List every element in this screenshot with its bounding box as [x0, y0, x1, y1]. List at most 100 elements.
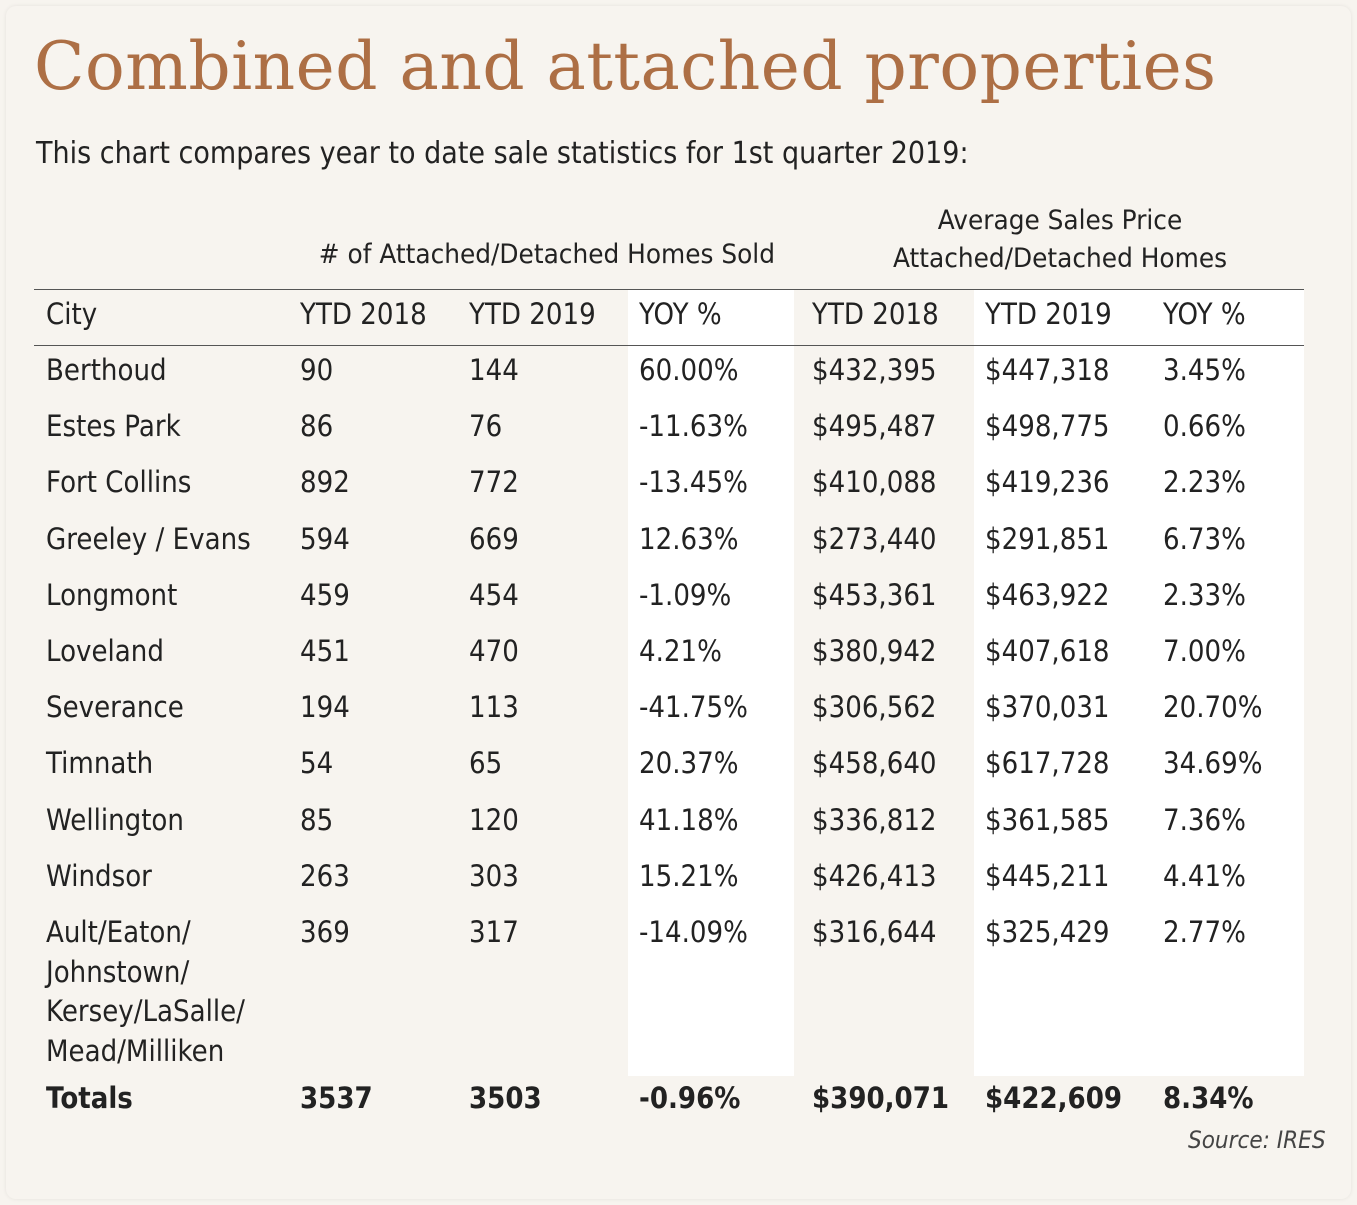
city-cell: Windsor	[46, 858, 152, 893]
table-cell: -11.63%	[639, 409, 748, 444]
table-cell: 4.41%	[1163, 858, 1246, 893]
group-header-average-price: Average Sales Price Attached/Detached Ho…	[858, 202, 1263, 278]
column-header: YTD 2018	[300, 297, 427, 331]
table-cell: $336,812	[812, 802, 937, 837]
source-note: Source: IRES	[1188, 1126, 1326, 1154]
group-header-homes-sold: # of Attached/Detached Homes Sold	[318, 239, 775, 270]
city-cell: Johnstown/	[46, 954, 190, 989]
table-cell: $273,440	[812, 521, 937, 556]
table-cell: 76	[469, 409, 503, 444]
table-cell: 41.18%	[639, 802, 739, 837]
table-cell: $316,644	[812, 915, 937, 949]
group-header-average-price-line1: Average Sales Price	[937, 205, 1183, 236]
table-cell: 20.37%	[639, 746, 739, 781]
city-cell: Loveland	[46, 634, 164, 668]
table-cell: 90	[300, 353, 334, 387]
table-cell: 15.21%	[639, 858, 739, 893]
table-cell: 20.70%	[1163, 690, 1263, 725]
group-header-average-price-line2: Attached/Detached Homes	[892, 243, 1228, 274]
table-cell: 459	[300, 577, 350, 612]
totals-cell: 3503	[469, 1081, 542, 1115]
table-cell: 3.45%	[1163, 353, 1246, 387]
totals-cell: 8.34%	[1163, 1081, 1254, 1115]
chart-subtitle: This chart compares year to date sale st…	[36, 136, 969, 171]
table-cell: 594	[300, 521, 350, 556]
table-cell: 669	[469, 521, 519, 556]
city-cell: Ault/Eaton/	[46, 915, 191, 949]
column-header: YTD 2019	[469, 297, 596, 331]
chart-title: Combined and attached properties	[34, 28, 1217, 105]
city-cell: Severance	[46, 690, 184, 725]
header-top-rule	[34, 289, 1304, 290]
table-cell: 263	[300, 858, 350, 893]
column-header: YOY %	[1163, 297, 1246, 331]
table-cell: 470	[469, 634, 519, 668]
table-cell: $407,618	[985, 634, 1110, 668]
table-cell: $419,236	[985, 465, 1110, 500]
column-header: City	[46, 297, 98, 331]
table-cell: $445,211	[985, 858, 1110, 893]
table-cell: 65	[469, 746, 503, 781]
table-cell: 454	[469, 577, 519, 612]
column-band-price-2019-yoy	[974, 290, 1304, 1120]
table-cell: $432,395	[812, 353, 937, 387]
table-cell: 303	[469, 858, 519, 893]
totals-label: Totals	[46, 1081, 133, 1115]
table-cell: 194	[300, 690, 350, 725]
table-cell: 85	[300, 802, 334, 837]
table-cell: 113	[469, 690, 519, 725]
table-cell: $325,429	[985, 915, 1110, 949]
city-cell: Fort Collins	[46, 465, 192, 500]
city-cell: Kersey/LaSalle/	[46, 994, 245, 1028]
table-cell: 2.77%	[1163, 915, 1246, 949]
city-cell: Timnath	[46, 746, 154, 781]
table-cell: 120	[469, 802, 519, 837]
column-band-homes-yoy	[628, 290, 794, 1120]
table-cell: $447,318	[985, 353, 1110, 387]
totals-cell: 3537	[300, 1081, 373, 1115]
table-cell: $453,361	[812, 577, 937, 612]
city-cell: Estes Park	[46, 409, 181, 444]
table-cell: 369	[300, 915, 350, 949]
table-cell: -13.45%	[639, 465, 748, 500]
city-cell: Greeley / Evans	[46, 521, 251, 556]
totals-band-gap-2	[974, 1076, 1304, 1120]
table-cell: $291,851	[985, 521, 1110, 556]
table-cell: 317	[469, 915, 519, 949]
table-cell: 892	[300, 465, 350, 500]
table-cell: $498,775	[985, 409, 1110, 444]
city-cell: Longmont	[46, 577, 178, 612]
table-cell: 86	[300, 409, 334, 444]
totals-band-gap-1	[628, 1076, 794, 1120]
column-header: YOY %	[639, 297, 722, 331]
column-header: YTD 2018	[812, 297, 939, 331]
table-cell: 12.63%	[639, 521, 739, 556]
city-cell: Berthoud	[46, 353, 167, 387]
totals-cell: $390,071	[812, 1081, 950, 1115]
table-cell: 144	[469, 353, 519, 387]
header-bottom-rule	[34, 345, 1304, 346]
table-cell: $458,640	[812, 746, 937, 781]
table-cell: $617,728	[985, 746, 1110, 781]
table-cell: $380,942	[812, 634, 937, 668]
table-cell: $370,031	[985, 690, 1110, 725]
totals-cell: $422,609	[985, 1081, 1123, 1115]
table-cell: $361,585	[985, 802, 1110, 837]
table-cell: 772	[469, 465, 519, 500]
table-cell: $463,922	[985, 577, 1110, 612]
table-cell: 2.33%	[1163, 577, 1246, 612]
table-cell: $426,413	[812, 858, 937, 893]
table-cell: 2.23%	[1163, 465, 1246, 500]
table-cell: -1.09%	[639, 577, 732, 612]
city-cell: Mead/Milliken	[46, 1033, 225, 1068]
table-cell: 7.36%	[1163, 802, 1246, 837]
column-header: YTD 2019	[985, 297, 1112, 331]
table-cell: 6.73%	[1163, 521, 1246, 556]
table-cell: 7.00%	[1163, 634, 1246, 668]
table-cell: 451	[300, 634, 350, 668]
table-cell: $495,487	[812, 409, 937, 444]
table-cell: 0.66%	[1163, 409, 1246, 444]
table-cell: 60.00%	[639, 353, 739, 387]
table-cell: 34.69%	[1163, 746, 1263, 781]
table-cell: $306,562	[812, 690, 937, 725]
